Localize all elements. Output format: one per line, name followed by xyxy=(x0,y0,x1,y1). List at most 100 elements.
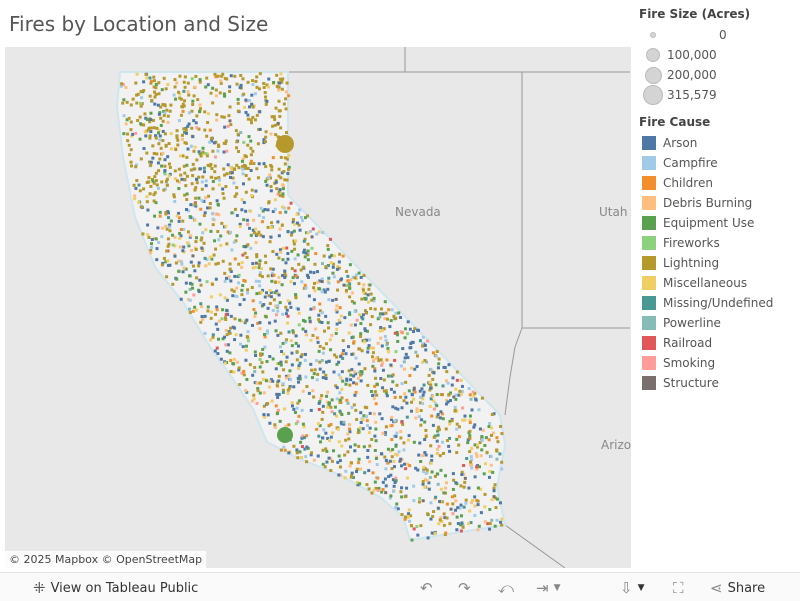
fire-point[interactable] xyxy=(144,72,148,76)
fire-point[interactable] xyxy=(428,404,432,408)
fire-point[interactable] xyxy=(500,460,504,464)
fire-point[interactable] xyxy=(276,220,280,224)
fire-point[interactable] xyxy=(459,503,463,507)
fire-point[interactable] xyxy=(453,408,457,412)
fire-point[interactable] xyxy=(390,438,394,442)
fire-point[interactable] xyxy=(219,243,223,247)
fire-point[interactable] xyxy=(157,169,161,173)
fire-point[interactable] xyxy=(251,262,255,266)
fire-point[interactable] xyxy=(355,318,359,322)
fire-point[interactable] xyxy=(154,134,158,138)
fire-point[interactable] xyxy=(330,333,334,337)
fire-point[interactable] xyxy=(185,163,189,167)
fire-point[interactable] xyxy=(415,525,419,529)
fire-point[interactable] xyxy=(462,464,466,468)
fire-point[interactable] xyxy=(137,201,141,205)
fire-point[interactable] xyxy=(429,383,433,387)
fire-point[interactable] xyxy=(260,361,264,365)
fire-point[interactable] xyxy=(280,205,284,209)
fire-point[interactable] xyxy=(401,347,405,351)
fire-point[interactable] xyxy=(244,209,248,213)
fire-point[interactable] xyxy=(390,308,394,312)
fire-point[interactable] xyxy=(421,480,425,484)
fire-point[interactable] xyxy=(480,435,484,439)
fire-point[interactable] xyxy=(337,473,341,477)
fire-point[interactable] xyxy=(292,407,296,411)
fire-point[interactable] xyxy=(430,459,434,463)
fire-point[interactable] xyxy=(297,323,301,327)
fire-point[interactable] xyxy=(387,475,391,479)
fire-point[interactable] xyxy=(269,176,273,180)
fire-point[interactable] xyxy=(149,118,153,122)
fire-point[interactable] xyxy=(202,199,206,203)
fire-point[interactable] xyxy=(241,167,245,171)
fire-point[interactable] xyxy=(149,160,153,164)
fire-point[interactable] xyxy=(384,338,388,342)
fire-point[interactable] xyxy=(197,150,201,154)
fire-point[interactable] xyxy=(246,222,250,226)
fire-point[interactable] xyxy=(370,491,374,495)
fire-point[interactable] xyxy=(396,339,400,343)
fire-point[interactable] xyxy=(447,444,451,448)
fire-point[interactable] xyxy=(168,223,172,227)
fire-point[interactable] xyxy=(430,414,434,418)
fire-point[interactable] xyxy=(361,288,365,292)
fire-point[interactable] xyxy=(302,250,306,254)
fire-point[interactable] xyxy=(321,376,325,380)
fire-point[interactable] xyxy=(382,378,386,382)
fire-point[interactable] xyxy=(406,356,410,360)
fire-point[interactable] xyxy=(300,456,304,460)
fire-point[interactable] xyxy=(408,519,412,523)
fire-point[interactable] xyxy=(373,307,377,311)
fire-point[interactable] xyxy=(148,120,152,124)
fire-point[interactable] xyxy=(455,378,459,382)
fire-point[interactable] xyxy=(274,304,278,308)
fire-point[interactable] xyxy=(252,231,256,235)
fire-point[interactable] xyxy=(421,393,425,397)
fire-point[interactable] xyxy=(229,269,233,273)
fire-point[interactable] xyxy=(266,274,270,278)
fire-point[interactable] xyxy=(495,457,499,461)
fire-point[interactable] xyxy=(276,135,280,139)
fire-point[interactable] xyxy=(421,360,425,364)
fire-point[interactable] xyxy=(299,215,303,219)
fire-point[interactable] xyxy=(437,357,441,361)
fire-point[interactable] xyxy=(332,370,336,374)
fire-point[interactable] xyxy=(194,248,198,252)
fire-point[interactable] xyxy=(231,294,235,298)
fire-point[interactable] xyxy=(235,163,239,167)
fire-point[interactable] xyxy=(224,185,228,189)
fire-point[interactable] xyxy=(391,478,395,482)
fire-point[interactable] xyxy=(203,331,207,335)
fire-point[interactable] xyxy=(251,105,255,109)
fire-point[interactable] xyxy=(175,136,179,140)
fire-point[interactable] xyxy=(209,338,213,342)
fire-point[interactable] xyxy=(400,486,404,490)
fire-point[interactable] xyxy=(337,373,341,377)
fire-point[interactable] xyxy=(269,378,273,382)
fire-point[interactable] xyxy=(214,75,218,79)
fire-point[interactable] xyxy=(393,358,397,362)
fire-point[interactable] xyxy=(343,476,347,480)
fire-point[interactable] xyxy=(247,177,251,181)
fire-point[interactable] xyxy=(349,378,353,382)
fire-point[interactable] xyxy=(241,77,245,81)
fire-point[interactable] xyxy=(327,401,331,405)
fire-point[interactable] xyxy=(317,349,321,353)
fire-point[interactable] xyxy=(240,265,244,269)
fire-point[interactable] xyxy=(235,234,239,238)
fire-point[interactable] xyxy=(154,82,158,86)
fire-point[interactable] xyxy=(192,149,196,153)
fire-point[interactable] xyxy=(239,83,243,87)
fire-point[interactable] xyxy=(273,423,277,427)
fire-point[interactable] xyxy=(454,499,458,503)
fire-point[interactable] xyxy=(296,401,300,405)
fire-point[interactable] xyxy=(442,512,446,516)
fire-point[interactable] xyxy=(277,167,281,171)
fire-point[interactable] xyxy=(480,396,484,400)
fire-point[interactable] xyxy=(476,443,480,447)
fire-point[interactable] xyxy=(418,339,422,343)
fire-point[interactable] xyxy=(399,457,403,461)
fire-point[interactable] xyxy=(241,172,245,176)
fire-point[interactable] xyxy=(393,331,397,335)
